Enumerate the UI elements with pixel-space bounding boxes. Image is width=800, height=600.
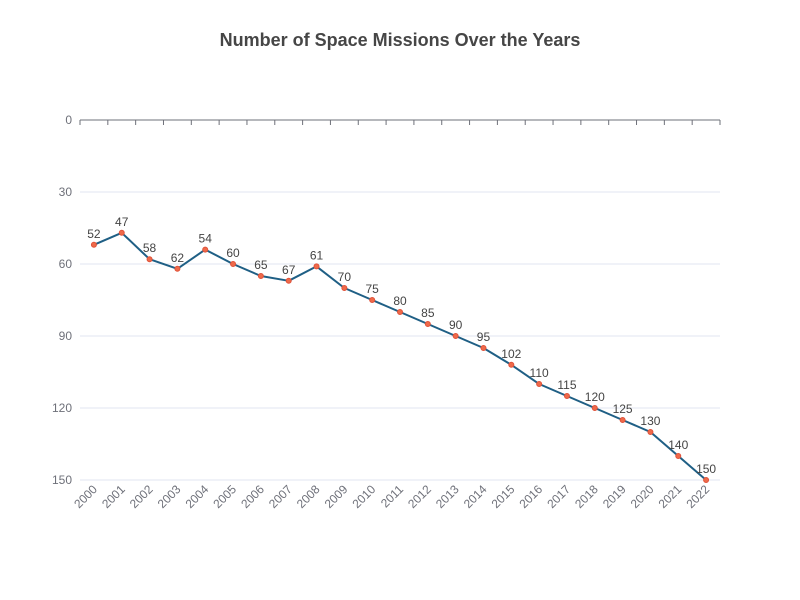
x-tick-label: 2021 [656, 482, 685, 511]
data-point[interactable] [591, 405, 598, 411]
y-tick-label: 60 [59, 257, 73, 271]
grid-lines [80, 191, 720, 481]
x-tick-label: 2015 [489, 482, 518, 511]
chart-title: Number of Space Missions Over the Years [219, 30, 581, 50]
data-point[interactable] [90, 241, 97, 248]
data-point[interactable] [480, 345, 487, 351]
data-label: 90 [449, 318, 463, 332]
data-label: 85 [421, 306, 435, 320]
data-label: 102 [501, 347, 521, 361]
data-point[interactable] [202, 246, 209, 253]
x-tick-label: 2002 [127, 482, 156, 511]
data-label: 75 [365, 282, 379, 296]
data-point[interactable] [563, 393, 570, 399]
data-label: 65 [254, 258, 268, 272]
y-tick-label: 150 [52, 473, 72, 487]
x-tick-label: 2022 [683, 482, 712, 511]
data-point[interactable] [675, 453, 682, 459]
data-label: 110 [530, 366, 549, 380]
series [90, 229, 710, 483]
data-point[interactable] [508, 361, 515, 368]
x-tick-label: 2005 [210, 482, 239, 511]
x-tick-label: 2011 [378, 482, 406, 510]
data-label: 115 [557, 378, 576, 392]
data-point[interactable] [118, 229, 125, 236]
x-tick-label: 2010 [350, 482, 379, 511]
x-tick-label: 2016 [516, 482, 545, 511]
x-tick-label: 2006 [238, 482, 267, 511]
data-label: 60 [226, 246, 240, 260]
data-point[interactable] [285, 277, 292, 284]
data-point[interactable] [174, 265, 181, 272]
data-label: 120 [585, 390, 605, 404]
y-tick-label: 90 [59, 329, 73, 343]
data-label: 150 [696, 462, 716, 476]
data-point[interactable] [313, 263, 320, 270]
data-label: 54 [199, 232, 213, 246]
data-point[interactable] [230, 261, 237, 267]
x-tick-label: 2013 [433, 482, 462, 511]
x-tick-label: 2001 [99, 482, 128, 511]
series-line [93, 231, 707, 481]
x-tick-label: 2020 [628, 482, 657, 511]
y-tick-label: 30 [59, 185, 73, 199]
data-label: 95 [477, 330, 491, 344]
x-axis [79, 119, 721, 125]
data-point[interactable] [452, 333, 459, 339]
data-label: 67 [282, 263, 296, 277]
data-labels: 52 47 58 62 54 60 65 67 61 70 75 80 85 90 95 102 110 115 1… [87, 215, 716, 476]
x-tick-label: 2018 [572, 482, 601, 511]
x-tick-label: 2004 [183, 482, 212, 511]
x-tick-label: 2017 [544, 482, 573, 511]
data-point[interactable] [257, 273, 264, 279]
x-tick-label: 2007 [266, 482, 295, 511]
data-point[interactable] [146, 256, 153, 263]
data-label: 58 [143, 241, 157, 255]
data-point[interactable] [369, 297, 376, 303]
data-point[interactable] [341, 285, 348, 291]
x-tick-label: 2000 [71, 482, 100, 511]
x-tick-label: 2003 [155, 482, 184, 511]
x-axis-labels: 2000 2001 2002 2003 2004 2005 2006 2007 2008 2009… [71, 482, 712, 511]
x-tick-label: 2009 [322, 482, 351, 511]
x-tick-label: 2008 [294, 482, 323, 511]
y-tick-label: 120 [52, 401, 72, 415]
data-label: 70 [338, 270, 352, 284]
data-label: 130 [640, 414, 660, 428]
x-tick-label: 2014 [461, 482, 490, 511]
data-label: 62 [171, 251, 185, 265]
data-point[interactable] [703, 477, 710, 483]
x-tick-label: 2012 [405, 482, 434, 511]
y-axis-labels: 0 30 60 90 120 150 [52, 113, 72, 487]
data-point[interactable] [424, 321, 431, 327]
data-label: 125 [613, 402, 633, 416]
data-point[interactable] [536, 381, 543, 387]
data-label: 80 [393, 294, 407, 308]
x-tick-label: 2019 [600, 482, 629, 511]
y-tick-label: 0 [65, 113, 72, 127]
data-point[interactable] [397, 309, 403, 315]
data-point[interactable] [619, 417, 626, 423]
data-label: 61 [310, 248, 324, 262]
data-label: 47 [115, 215, 129, 229]
data-label: 52 [87, 227, 101, 241]
data-label: 140 [668, 438, 688, 452]
data-point[interactable] [647, 429, 654, 435]
